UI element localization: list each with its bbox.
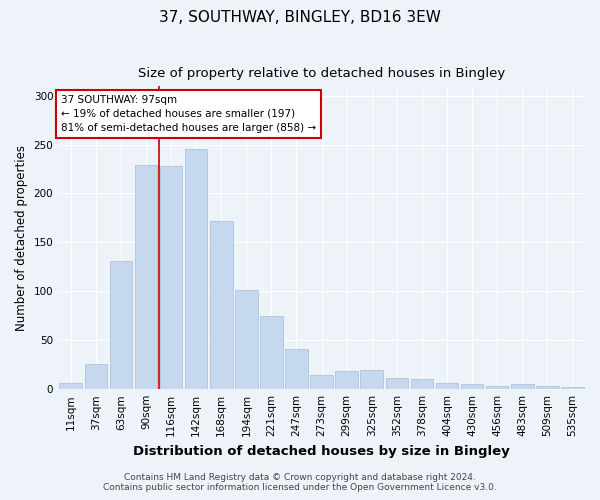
Title: Size of property relative to detached houses in Bingley: Size of property relative to detached ho… — [138, 68, 505, 80]
Bar — [386, 378, 408, 389]
Bar — [210, 221, 233, 389]
Bar — [361, 370, 383, 389]
Bar — [410, 380, 433, 389]
Bar — [561, 387, 584, 389]
Bar — [110, 261, 132, 389]
Bar — [235, 290, 257, 389]
Text: 37, SOUTHWAY, BINGLEY, BD16 3EW: 37, SOUTHWAY, BINGLEY, BD16 3EW — [159, 10, 441, 25]
Bar — [461, 384, 484, 389]
Bar — [335, 370, 358, 389]
Bar — [260, 316, 283, 389]
Bar — [310, 376, 333, 389]
Text: Contains HM Land Registry data © Crown copyright and database right 2024.
Contai: Contains HM Land Registry data © Crown c… — [103, 473, 497, 492]
Y-axis label: Number of detached properties: Number of detached properties — [15, 144, 28, 330]
Bar — [285, 349, 308, 389]
Bar — [59, 384, 82, 389]
Bar — [85, 364, 107, 389]
Bar — [536, 386, 559, 389]
Bar — [185, 150, 208, 389]
Text: 37 SOUTHWAY: 97sqm
← 19% of detached houses are smaller (197)
81% of semi-detach: 37 SOUTHWAY: 97sqm ← 19% of detached hou… — [61, 95, 316, 133]
Bar — [436, 384, 458, 389]
Bar — [134, 165, 157, 389]
Bar — [486, 386, 508, 389]
Bar — [511, 384, 533, 389]
X-axis label: Distribution of detached houses by size in Bingley: Distribution of detached houses by size … — [133, 444, 510, 458]
Bar — [160, 166, 182, 389]
